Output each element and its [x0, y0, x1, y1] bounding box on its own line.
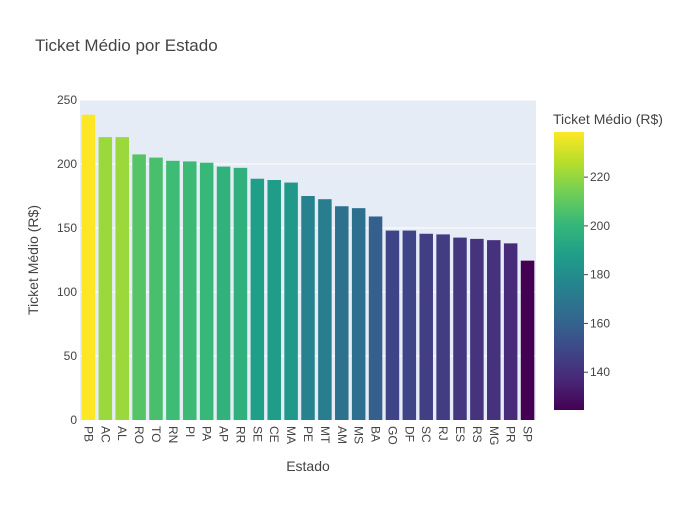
x-axis-label: Estado [286, 458, 330, 474]
x-tick-label: RO [132, 426, 146, 444]
x-tick-label: AM [335, 426, 349, 444]
x-tick-label: PE [301, 426, 315, 442]
x-tick-label: SC [419, 426, 433, 443]
bar-rr[interactable] [233, 167, 248, 420]
x-tick-label: AC [98, 426, 112, 443]
x-tick-label: PR [504, 426, 518, 443]
bar-ba[interactable] [368, 216, 383, 420]
y-tick-label: 50 [64, 349, 78, 363]
bar-am[interactable] [335, 206, 349, 420]
colorbar-tick-label: 140 [590, 365, 610, 379]
x-tick-label: RJ [436, 426, 450, 441]
x-tick-label: SP [521, 426, 535, 442]
bar-ac[interactable] [98, 137, 113, 420]
bar-to[interactable] [149, 157, 163, 420]
bar-pr[interactable] [503, 243, 518, 420]
chart-title: Ticket Médio por Estado [35, 36, 218, 55]
colorbar-tick-label: 180 [590, 268, 610, 282]
x-tick-label: MG [487, 426, 501, 445]
x-tick-label: DF [402, 426, 416, 442]
bar-df[interactable] [402, 230, 417, 420]
bar-rn[interactable] [166, 160, 180, 421]
y-tick-label: 0 [70, 413, 77, 427]
x-tick-label: PA [200, 426, 214, 441]
colorbar-ticks: 140 160 180 200 220 [584, 170, 610, 379]
x-axis-ticks: PB AC AL RO TO RN PI PA AP RR SE CE MA PE MT AM MS BA GO DF… [81, 426, 534, 445]
colorbar: Ticket Médio (R$) 140 160 180 200 220 [553, 111, 663, 410]
bar-mg[interactable] [487, 240, 501, 420]
y-axis-label: Ticket Médio (R$) [25, 205, 41, 315]
bar-al[interactable] [115, 137, 129, 420]
x-tick-label: GO [385, 426, 399, 445]
x-tick-label: PI [183, 426, 197, 437]
bar-es[interactable] [453, 237, 467, 420]
colorbar-tick-label: 160 [590, 316, 610, 330]
x-tick-label: TO [149, 426, 163, 442]
x-tick-label: BA [369, 426, 383, 442]
x-tick-label: RS [470, 426, 484, 443]
x-tick-label: RN [166, 426, 180, 443]
bar-se[interactable] [250, 178, 265, 420]
bars [81, 114, 535, 421]
x-tick-label: AP [217, 426, 231, 442]
bar-go[interactable] [385, 230, 400, 420]
bar-pe[interactable] [301, 196, 315, 420]
bar-mt[interactable] [318, 199, 332, 420]
colorbar-tick-label: 200 [590, 219, 610, 233]
bar-ap[interactable] [216, 166, 231, 420]
x-tick-label: MT [318, 426, 332, 444]
bar-ms[interactable] [351, 208, 366, 420]
x-tick-label: AL [115, 426, 129, 441]
y-tick-label: 150 [57, 221, 77, 235]
y-tick-label: 200 [57, 157, 77, 171]
bar-rj[interactable] [436, 234, 450, 420]
bar-sc[interactable] [419, 233, 433, 420]
y-axis-ticks: 0 50 100 150 200 250 [57, 93, 77, 427]
bar-pb[interactable] [81, 114, 96, 420]
x-tick-label: RR [233, 426, 247, 444]
bar-ro[interactable] [132, 154, 146, 420]
x-tick-label: MS [352, 426, 366, 444]
x-tick-label: ES [453, 426, 467, 442]
bar-ce[interactable] [267, 180, 281, 420]
bar-pa[interactable] [199, 162, 214, 420]
colorbar-tick-label: 220 [590, 170, 610, 184]
colorbar-gradient [554, 132, 584, 410]
y-tick-label: 250 [57, 93, 77, 107]
bar-sp[interactable] [520, 260, 535, 420]
bar-pi[interactable] [183, 161, 197, 420]
x-tick-label: PB [81, 426, 95, 442]
x-tick-label: CE [267, 426, 281, 443]
bar-rs[interactable] [470, 238, 484, 420]
x-tick-label: SE [250, 426, 264, 442]
x-tick-label: MA [284, 426, 298, 444]
colorbar-title: Ticket Médio (R$) [553, 111, 663, 127]
y-tick-label: 100 [57, 285, 77, 299]
bar-ma[interactable] [284, 182, 298, 420]
